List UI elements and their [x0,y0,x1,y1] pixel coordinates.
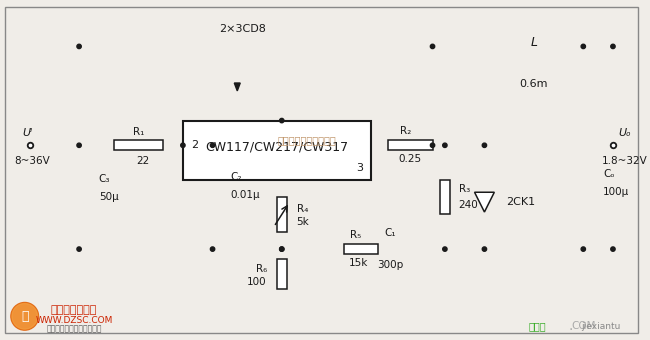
Text: 15k: 15k [349,258,369,268]
Bar [277,197,287,232]
Text: L: L [530,36,538,49]
Circle shape [211,247,214,251]
Circle shape [12,304,38,329]
Text: Uₒ: Uₒ [618,129,631,138]
Text: R₆: R₆ [255,264,267,274]
Text: 240: 240 [459,200,478,210]
Circle shape [482,247,487,251]
Circle shape [611,247,615,251]
Circle shape [430,143,435,148]
Circle shape [11,303,38,330]
Bar [183,121,370,180]
Text: 2×3CD8: 2×3CD8 [219,23,266,34]
Circle shape [430,44,435,49]
Text: Cₒ: Cₒ [603,169,615,180]
Bar [277,259,287,289]
Text: jiexiantu: jiexiantu [581,322,621,331]
Circle shape [611,44,615,49]
Text: 接线图: 接线图 [529,321,547,331]
Circle shape [77,44,81,49]
Text: 3: 3 [356,163,363,173]
Polygon shape [234,83,240,91]
Text: C₂: C₂ [230,172,242,183]
Bar [114,140,163,150]
Text: 维库电子市场网: 维库电子市场网 [51,305,98,316]
Circle shape [581,44,586,49]
Polygon shape [474,192,494,212]
Circle shape [443,247,447,251]
Text: 2CK1: 2CK1 [506,197,536,207]
Text: COM: COM [571,321,596,331]
Text: 5k: 5k [296,217,309,227]
Text: 全球最大的电子元器件市场: 全球最大的电子元器件市场 [46,325,102,334]
Text: 100μ: 100μ [603,187,629,197]
Text: R₁: R₁ [133,128,144,137]
Text: 0.25: 0.25 [398,154,422,164]
Text: 22: 22 [136,156,150,166]
Text: 50μ: 50μ [99,192,118,202]
Text: .: . [569,319,573,333]
Text: 8~36V: 8~36V [14,156,49,166]
Text: 维: 维 [21,310,29,323]
Text: 0.6m: 0.6m [519,79,548,89]
Text: 杭州海尼科技有限公司: 杭州海尼科技有限公司 [277,135,336,145]
Text: 1.8~32V: 1.8~32V [602,156,647,166]
Text: CW117/CW217/CW317: CW117/CW217/CW317 [205,141,348,154]
Text: R₄: R₄ [296,204,308,214]
Circle shape [77,143,81,148]
Text: 100: 100 [247,277,267,287]
Circle shape [443,143,447,148]
Circle shape [482,143,487,148]
Text: C₁: C₁ [385,228,396,238]
Circle shape [280,247,284,251]
Bar [388,140,432,150]
Bar [344,244,378,254]
Text: R₅: R₅ [350,230,361,240]
Circle shape [181,143,185,148]
Text: 300p: 300p [378,260,404,270]
Circle shape [581,247,586,251]
Circle shape [211,143,214,148]
Text: R₃: R₃ [459,184,470,194]
Text: C₃: C₃ [99,174,110,184]
Text: 0.01μ: 0.01μ [230,190,260,200]
Text: Uᴵ: Uᴵ [23,129,32,138]
Text: R₂: R₂ [400,126,411,136]
Text: 2: 2 [191,140,198,150]
Bar [440,180,450,215]
Text: WWW.DZSC.COM: WWW.DZSC.COM [36,316,113,325]
Circle shape [280,247,284,251]
Circle shape [280,118,284,123]
Circle shape [77,247,81,251]
